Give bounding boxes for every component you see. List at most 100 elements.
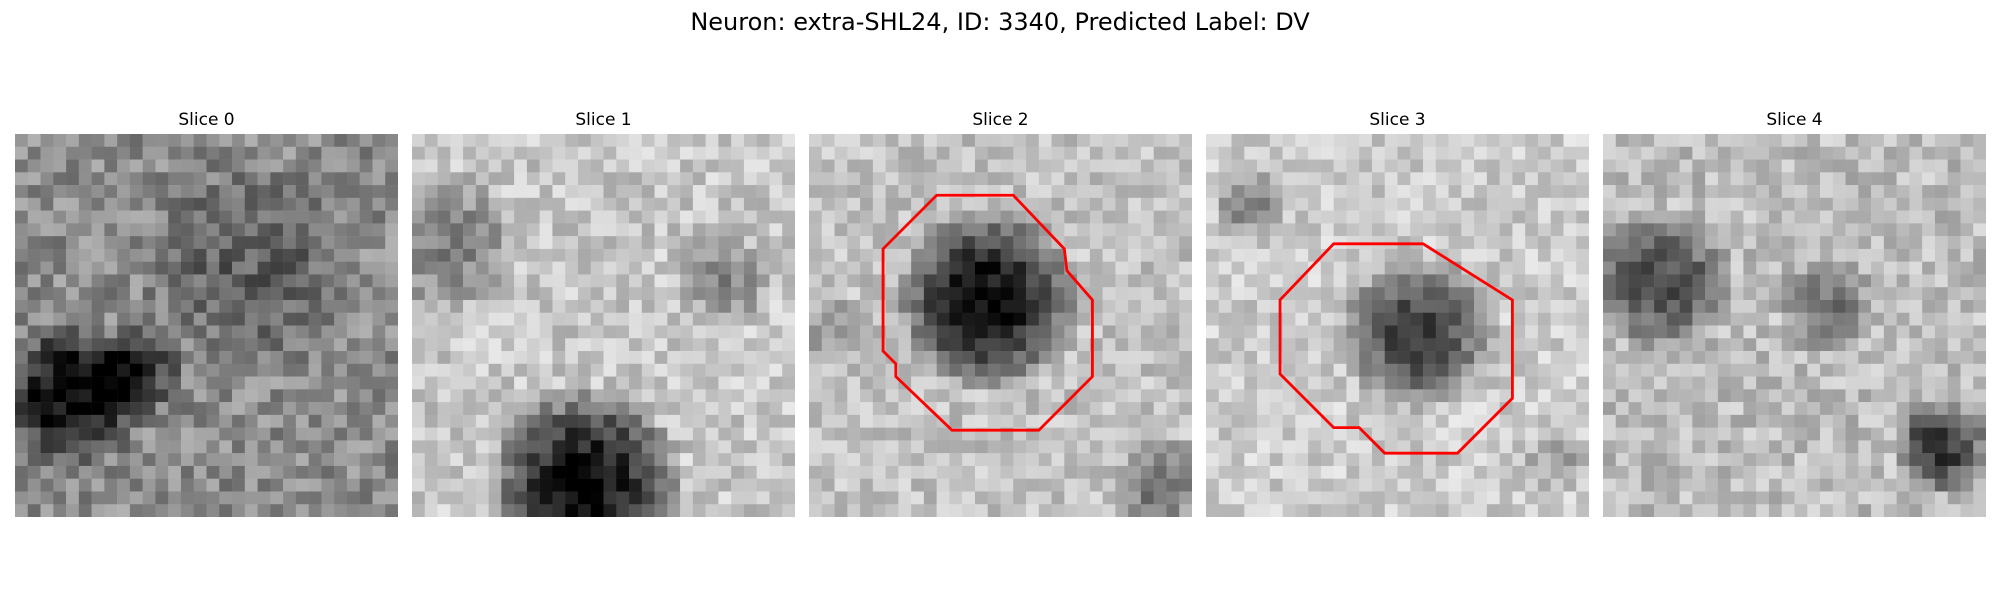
pixel [718, 491, 732, 505]
pixel [603, 351, 617, 365]
pixel [1641, 185, 1655, 199]
pixel [1909, 363, 1923, 377]
pixel [1397, 172, 1411, 186]
pixel [718, 376, 732, 390]
pixel [1153, 414, 1167, 428]
pixel [949, 261, 963, 275]
pixel [526, 325, 540, 339]
pixel [1858, 478, 1872, 492]
pixel [91, 363, 105, 377]
pixel [1359, 389, 1373, 403]
pixel [974, 299, 988, 313]
pixel [769, 414, 783, 428]
pixel [1089, 504, 1103, 517]
pixel [821, 389, 835, 403]
pixel [1448, 236, 1462, 250]
pixel [1934, 478, 1948, 492]
pixel [718, 146, 732, 160]
pixel [437, 236, 451, 250]
pixel [1794, 325, 1808, 339]
pixel [1282, 210, 1296, 224]
pixel [1051, 197, 1065, 211]
pixel [1448, 159, 1462, 173]
pixel [40, 389, 54, 403]
pixel [1333, 414, 1347, 428]
pixel [1333, 376, 1347, 390]
pixel [1102, 287, 1116, 301]
pixel [1140, 299, 1154, 313]
pixel [501, 376, 515, 390]
pixel [923, 414, 937, 428]
pixel [936, 261, 950, 275]
pixel [629, 440, 643, 454]
pixel [1807, 414, 1821, 428]
pixel [308, 478, 322, 492]
pixel [1077, 134, 1091, 148]
pixel [450, 402, 464, 416]
pixel [1576, 453, 1589, 467]
pixel [974, 440, 988, 454]
pixel [821, 274, 835, 288]
pixel [860, 363, 874, 377]
pixel [1960, 402, 1974, 416]
pixel [78, 465, 92, 479]
pixel [539, 223, 553, 237]
pixel [692, 261, 706, 275]
pixel [1550, 236, 1564, 250]
pixel [1231, 414, 1245, 428]
pixel [1244, 248, 1258, 262]
pixel [692, 236, 706, 250]
pixel [1576, 465, 1589, 479]
pixel [346, 465, 360, 479]
pixel [1525, 134, 1539, 148]
pixel [769, 261, 783, 275]
pixel [1603, 287, 1617, 301]
pixel [743, 223, 757, 237]
pixel [705, 185, 719, 199]
pixel [78, 210, 92, 224]
pixel [1550, 287, 1564, 301]
pixel [1206, 376, 1220, 390]
pixel [206, 478, 220, 492]
pixel [821, 440, 835, 454]
pixel [78, 261, 92, 275]
pixel [53, 134, 67, 148]
pixel [1295, 376, 1309, 390]
pixel [346, 325, 360, 339]
pixel [1333, 134, 1347, 148]
pixel [1756, 376, 1770, 390]
pixel [1947, 414, 1961, 428]
pixel [641, 351, 655, 365]
pixel [1333, 223, 1347, 237]
pixel [1832, 261, 1846, 275]
pixel [629, 465, 643, 479]
pixel [463, 478, 477, 492]
pixel [552, 338, 566, 352]
pixel [1973, 197, 1986, 211]
pixel [1512, 274, 1526, 288]
pixel [769, 185, 783, 199]
pixel [321, 159, 335, 173]
pixel [1308, 197, 1322, 211]
pixel [1206, 504, 1220, 517]
pixel [1692, 134, 1706, 148]
pixel [1973, 402, 1986, 416]
pixel [1153, 389, 1167, 403]
pixel [1128, 414, 1142, 428]
pixel [898, 414, 912, 428]
pixel [1153, 376, 1167, 390]
pixel [936, 478, 950, 492]
pixel [1603, 197, 1617, 211]
pixel [346, 440, 360, 454]
pixel [295, 338, 309, 352]
pixel [962, 159, 976, 173]
pixel [885, 338, 899, 352]
pixel [53, 465, 67, 479]
pixel [1537, 504, 1551, 517]
pixel [1308, 325, 1322, 339]
pixel [1166, 236, 1180, 250]
pixel [782, 504, 795, 517]
pixel [1794, 427, 1808, 441]
pixel [692, 185, 706, 199]
pixel [743, 274, 757, 288]
